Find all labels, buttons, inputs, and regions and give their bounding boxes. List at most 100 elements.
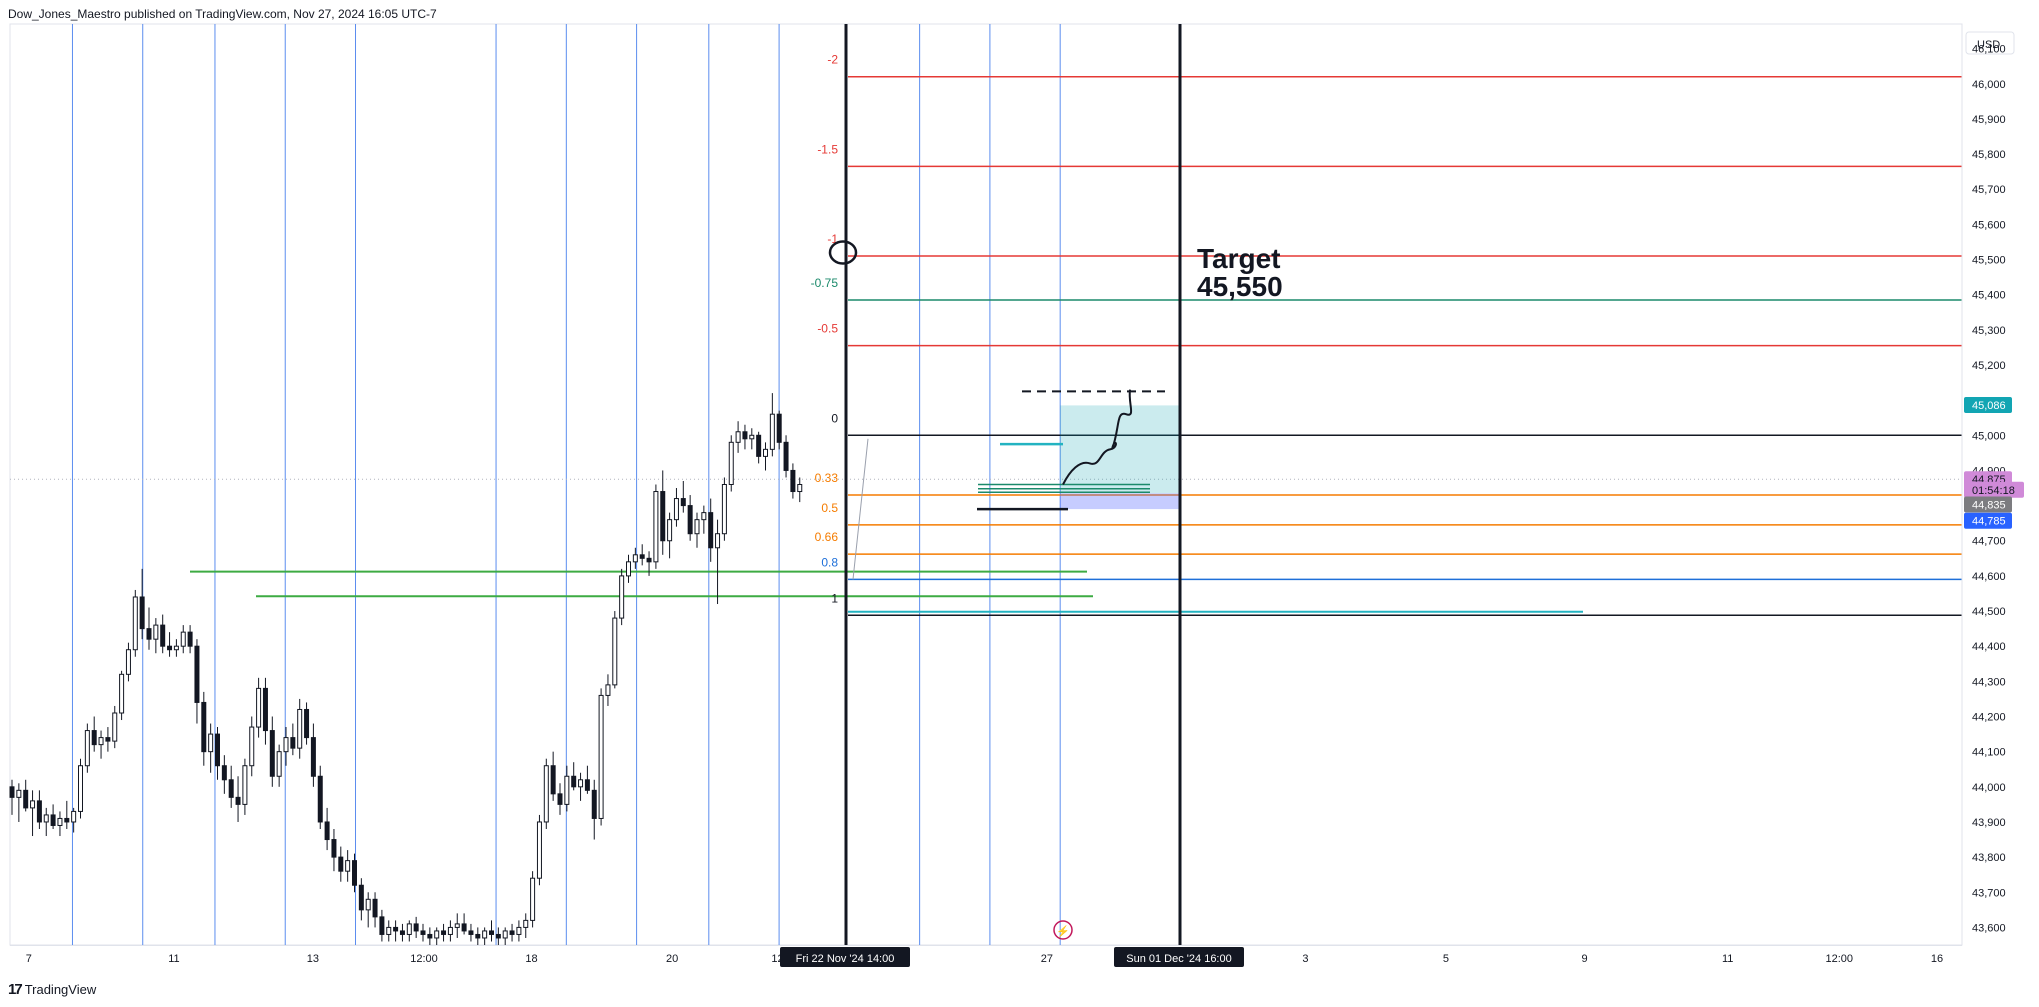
candle-body [153,624,159,640]
lightning-icon[interactable] [1053,920,1073,940]
candle-body [680,498,686,507]
price-badge [1964,481,2024,498]
candle-body [783,441,789,471]
price-tick-label: 45,200 [1972,360,2006,372]
time-tick-label: 12:00 [1825,953,1853,965]
lightning-icon: ⚡ [1056,925,1070,938]
candle-body [694,519,700,535]
price-tick-label: 46,100 [1972,44,2006,56]
candle-body [584,779,590,791]
publisher-line: Dow_Jones_Maestro published on TradingVi… [8,7,437,21]
candle-body [797,484,803,493]
price-tick-label: 44,700 [1972,536,2006,548]
fib-level-label: 0.66 [815,530,839,544]
time-tick-label: 9 [1581,953,1587,965]
candle-body [708,512,714,549]
candle-body [447,926,453,935]
candle-body [358,884,364,911]
candle-body [242,765,248,805]
candle-body [310,737,316,777]
candle-body [379,916,385,935]
candle-body [78,765,83,812]
target-zone-box[interactable] [1060,405,1180,494]
price-tick-label: 46,000 [1972,79,2006,91]
time-highlight-label: Fri 22 Nov '24 14:00 [796,953,895,965]
fib-level-label: 1 [831,591,838,605]
candle-body [98,737,104,746]
tradingview-logo-icon: 17 [8,980,23,998]
candle-body [290,737,296,749]
candle-body [146,628,152,640]
candle-body [632,554,638,563]
stop-zone-box[interactable] [1060,493,1180,510]
candle-body [84,730,90,767]
candle-body [297,708,303,749]
candle-body [399,930,405,935]
fib-level-label: 0 [831,411,838,425]
candle-body [221,765,227,781]
candle-body [139,596,145,630]
time-highlight-label: Sun 01 Dec '24 16:00 [1126,953,1231,965]
target-annotation-title: Target [1197,243,1281,274]
candle-body [434,930,440,939]
candle-body [598,694,604,819]
candle-body [441,930,447,935]
currency-button[interactable] [1965,31,2015,55]
candle-body [352,860,357,886]
candle-body [461,923,467,932]
candle-body [605,684,611,696]
fib-level-label: -1 [827,232,838,246]
candle-body [653,491,659,563]
projection-drawing [1062,389,1133,485]
candle-body [557,793,563,805]
circle-annotation [828,240,858,265]
candle-body [215,733,220,767]
candle-body [495,933,501,939]
candle-body [235,796,241,805]
candle-body [756,434,762,457]
time-tick-label: 11 [1722,953,1733,965]
candle-body [728,441,734,486]
candle-body [749,434,755,440]
time-tick-label: 12:00 [410,953,438,965]
candle-body [173,645,179,651]
time-tick-label: 11 [168,953,179,965]
candle-body [406,923,412,935]
candle-body [36,800,42,823]
candle-body [50,814,56,826]
fib-level-label: -0.5 [817,322,838,336]
candle-body [571,775,577,788]
candle-body [646,557,652,563]
candle-body [57,817,63,826]
candle-body [386,926,392,935]
time-tick-label: 18 [525,953,537,965]
candle-body [427,933,433,939]
candle-body [591,789,597,819]
candle-body [550,765,556,795]
candle-body [530,877,536,921]
price-tick-label: 44,500 [1972,606,2006,618]
price-tick-label: 44,400 [1972,641,2006,653]
candle-body [71,810,77,823]
price-tick-label: 44,000 [1972,782,2006,794]
candle-body [304,708,310,739]
time-tick-label: 27 [1041,953,1053,965]
candle-body [626,561,631,577]
candle-body [482,930,488,939]
candle-body [16,789,22,798]
price-tick-label: 45,600 [1972,219,2006,231]
candle-body [667,519,673,542]
tradingview-logo[interactable]: 17 TradingView [8,980,96,998]
fib-level-label: 0.5 [821,501,838,515]
candle-body [331,839,337,858]
time-tick-label: 16 [1931,953,1943,965]
price-badge [1964,397,2012,414]
candle-body [763,448,768,457]
candle-body [201,701,207,753]
candle-body [468,930,474,935]
candle-body [345,860,351,872]
candle-body [180,631,186,647]
fib-level-label: 0.33 [815,471,839,485]
price-tick-label: 45,700 [1972,184,2006,196]
